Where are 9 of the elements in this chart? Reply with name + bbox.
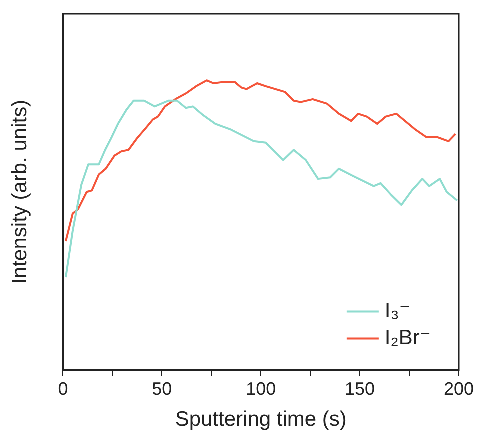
legend-label: I₂Br⁻ [384, 326, 432, 350]
y-axis-title: Intensity (arb. units) [8, 100, 32, 284]
x-tick-label: 0 [58, 378, 68, 399]
x-tick-label: 100 [246, 378, 276, 399]
x-tick-label: 50 [152, 378, 172, 399]
legend-label: I₃⁻ [384, 299, 410, 322]
x-axis-title: Sputtering time (s) [175, 408, 347, 432]
x-tick-label: 200 [444, 378, 474, 399]
x-tick-label: 150 [345, 378, 376, 399]
